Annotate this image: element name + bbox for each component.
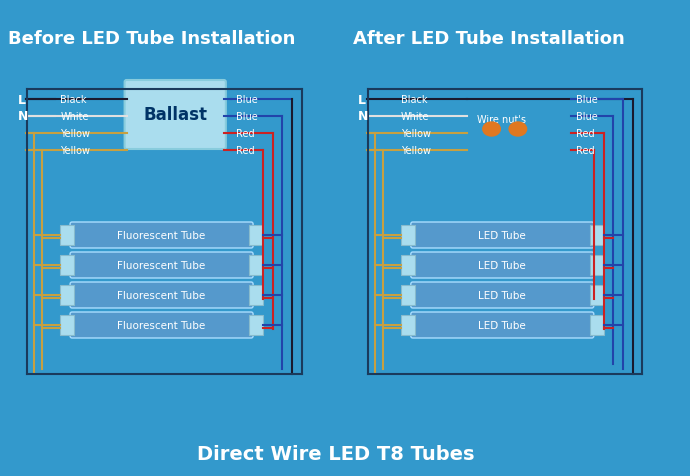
Text: Black: Black [401,95,428,105]
Bar [249,286,263,306]
Text: Blue: Blue [235,95,257,105]
Bar [60,226,74,246]
Text: Red: Red [576,146,595,156]
Bar [590,315,604,335]
Text: LED Tube: LED Tube [478,290,526,300]
FancyBboxPatch shape [411,312,594,338]
Text: LED Tube: LED Tube [478,260,526,270]
Bar [401,256,415,276]
Bar [401,286,415,306]
Bar [60,286,74,306]
Text: Wire nut's: Wire nut's [477,115,526,125]
Text: Fluorescent Tube: Fluorescent Tube [117,230,206,240]
Text: Fluorescent Tube: Fluorescent Tube [117,320,206,330]
Bar [590,256,604,276]
Text: Blue: Blue [576,95,598,105]
Text: Fluorescent Tube: Fluorescent Tube [117,260,206,270]
FancyBboxPatch shape [411,223,594,248]
Ellipse shape [483,123,500,137]
Bar [590,226,604,246]
Text: L: L [358,93,366,106]
Text: N: N [17,110,28,123]
Text: Fluorescent Tube: Fluorescent Tube [117,290,206,300]
Text: Red: Red [235,129,254,139]
Bar [60,256,74,276]
FancyBboxPatch shape [70,282,253,308]
Text: Ballast: Ballast [144,106,207,124]
Bar [249,256,263,276]
Text: Blue: Blue [576,112,598,122]
Text: After LED Tube Installation: After LED Tube Installation [353,30,625,48]
Text: Yellow: Yellow [401,146,431,156]
Text: White: White [401,112,430,122]
Ellipse shape [509,123,526,137]
Bar [249,315,263,335]
Bar [249,226,263,246]
Text: Yellow: Yellow [401,129,431,139]
Text: Red: Red [235,146,254,156]
Text: L: L [17,93,26,106]
FancyBboxPatch shape [70,312,253,338]
Bar [590,286,604,306]
FancyBboxPatch shape [125,81,226,149]
Text: N: N [358,110,368,123]
Text: White: White [60,112,89,122]
Text: LED Tube: LED Tube [478,230,526,240]
FancyBboxPatch shape [411,282,594,308]
Text: Yellow: Yellow [60,129,90,139]
FancyBboxPatch shape [411,252,594,278]
Text: Before LED Tube Installation: Before LED Tube Installation [8,30,295,48]
FancyBboxPatch shape [70,223,253,248]
Text: Red: Red [576,129,595,139]
Text: Direct Wire LED T8 Tubes: Direct Wire LED T8 Tubes [197,444,475,463]
FancyBboxPatch shape [70,252,253,278]
Text: LED Tube: LED Tube [478,320,526,330]
Text: Black: Black [60,95,87,105]
Bar [401,315,415,335]
Bar [60,315,74,335]
Bar [401,226,415,246]
Text: Yellow: Yellow [60,146,90,156]
Text: Blue: Blue [235,112,257,122]
